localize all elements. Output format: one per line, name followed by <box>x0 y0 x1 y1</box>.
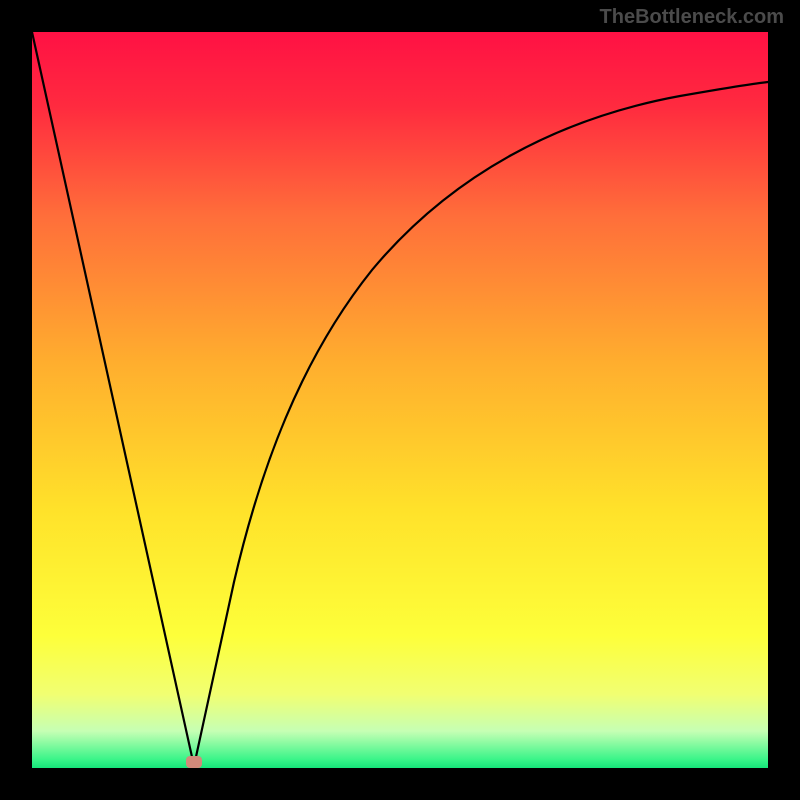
vertex-marker <box>186 756 202 768</box>
chart-container: TheBottleneck.com <box>0 0 800 800</box>
plot-area <box>32 32 768 768</box>
watermark-text: TheBottleneck.com <box>600 6 784 29</box>
chart-svg <box>0 0 800 800</box>
